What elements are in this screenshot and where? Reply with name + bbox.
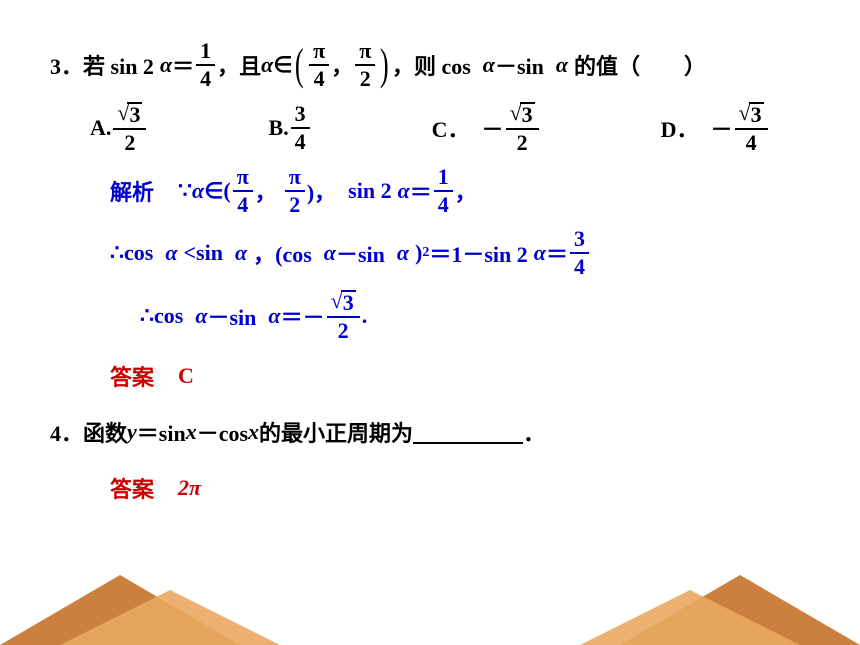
footer-decoration bbox=[0, 575, 860, 645]
text: 的值（ ） bbox=[574, 49, 706, 81]
alpha: α bbox=[261, 52, 273, 78]
text: 若 sin 2 bbox=[83, 49, 154, 81]
frac: π 4 bbox=[233, 166, 253, 216]
solution-line-3: ∴cos α －sin α ＝－ 3 2 . bbox=[50, 290, 810, 342]
comma: ， bbox=[331, 49, 353, 81]
q3-answer: 答案 C bbox=[50, 354, 810, 398]
q4-stem: 4． 函数 y ＝sin x －cos x 的最小正周期为 ． bbox=[50, 410, 810, 454]
option-b: B. 3 4 bbox=[268, 103, 311, 153]
in: ∈ bbox=[273, 52, 292, 78]
option-a: A. 3 2 bbox=[90, 102, 148, 154]
text: ，且 bbox=[217, 49, 261, 81]
answer-label: 答案 bbox=[110, 360, 154, 392]
option-d: D． － 3 4 bbox=[661, 102, 770, 154]
frac: 3 4 bbox=[570, 228, 589, 278]
q3-stem: 3． 若 sin 2 α ＝ 1 4 ，且 α ∈ ( π 4 ， π 2 ) … bbox=[50, 40, 810, 90]
text: －sin bbox=[495, 49, 544, 81]
frac: 1 4 bbox=[434, 166, 453, 216]
option-c: C． － 3 2 bbox=[432, 102, 541, 154]
frac-1-4: 1 4 bbox=[196, 40, 215, 90]
solution-label: 解析 bbox=[110, 175, 154, 207]
q4-answer: 答案 2π bbox=[50, 466, 810, 510]
frac: 3 4 bbox=[291, 103, 310, 153]
frac-pi-2: π 2 bbox=[355, 40, 375, 90]
frac: 3 4 bbox=[735, 102, 768, 154]
q3-number: 3． bbox=[50, 49, 83, 81]
text: ，则 cos bbox=[392, 49, 471, 81]
alpha: α bbox=[160, 52, 172, 78]
frac: 3 2 bbox=[327, 290, 360, 342]
rparen: ) bbox=[380, 43, 389, 87]
answer-value: 2π bbox=[178, 475, 201, 501]
lparen: ( bbox=[295, 43, 304, 87]
q3-options: A. 3 2 B. 3 4 C． － 3 2 D． － bbox=[50, 102, 810, 154]
frac: 3 2 bbox=[506, 102, 539, 154]
frac-pi-4: π 4 bbox=[309, 40, 329, 90]
frac: 3 2 bbox=[113, 102, 146, 154]
alpha: α bbox=[556, 52, 568, 78]
q4-number: 4． bbox=[50, 416, 83, 448]
eq: ＝ bbox=[172, 49, 194, 81]
alpha: α bbox=[483, 52, 495, 78]
answer-label: 答案 bbox=[110, 472, 154, 504]
fill-blank bbox=[413, 420, 523, 444]
frac: π 2 bbox=[285, 166, 305, 216]
solution-line-1: 解析 ∵ α ∈( π 4 ， π 2 )， sin 2 α ＝ 1 4 ， bbox=[50, 166, 810, 216]
solution-line-2: ∴cos α <sin α ，(cos α －sin α )2 ＝1－sin 2… bbox=[50, 228, 810, 278]
answer-value: C bbox=[178, 363, 194, 389]
